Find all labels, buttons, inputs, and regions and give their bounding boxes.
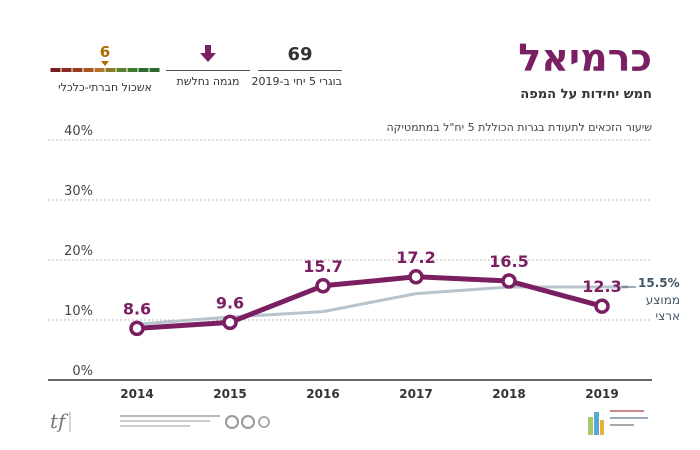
x-tick-label: 2015 bbox=[213, 387, 246, 401]
kpi-trend-label: מגמה נחלשת bbox=[176, 75, 240, 88]
data-label: 9.6 bbox=[216, 293, 244, 312]
grid bbox=[48, 139, 652, 381]
y-tick-label: 20% bbox=[64, 244, 93, 259]
city-point bbox=[501, 273, 517, 289]
kpi-graduates: 69 בוגרי 5 יחי ב-2019 bbox=[251, 44, 343, 88]
city-title: כרמיאל bbox=[518, 36, 652, 80]
x-tick-label: 2014 bbox=[120, 387, 153, 401]
socio-scale-segment bbox=[127, 68, 138, 72]
x-tick-label: 2019 bbox=[585, 387, 618, 401]
trust-foundation-logo: tf bbox=[48, 408, 108, 434]
city-line bbox=[136, 274, 603, 331]
socio-marker-icon bbox=[101, 61, 109, 66]
data-label: 12.3 bbox=[582, 277, 621, 296]
x-tick-label: 2017 bbox=[399, 387, 432, 401]
kpi-socio: 6 אשכול חברתי-כלכלי bbox=[50, 44, 160, 94]
national-average-line bbox=[136, 285, 602, 326]
city-point bbox=[315, 278, 331, 294]
socio-scale-segment bbox=[116, 68, 127, 72]
series bbox=[129, 269, 636, 337]
kpi-graduates-label: בוגרי 5 יחי ב-2019 bbox=[251, 75, 343, 88]
city-point bbox=[594, 298, 610, 314]
socio-scale-segment bbox=[72, 68, 83, 72]
city-point bbox=[222, 314, 238, 331]
partners-logo bbox=[120, 413, 270, 433]
kpi-trend: מגמה נחלשת bbox=[166, 44, 250, 88]
chart-caption: שיעור הזכאים לתעודת בגרות הכוללת 5 יח"ל … bbox=[386, 121, 653, 134]
y-tick-label: 0% bbox=[72, 364, 93, 379]
socio-scale bbox=[50, 61, 160, 72]
y-tick-label: 10% bbox=[64, 304, 93, 319]
socio-scale-segment bbox=[149, 68, 160, 72]
city-point bbox=[129, 320, 145, 337]
socio-scale-segment bbox=[50, 68, 61, 72]
kpi-socio-label: אשכול חברתי-כלכלי bbox=[58, 81, 152, 94]
y-tick-label: 40% bbox=[64, 124, 93, 139]
x-tick-label: 2016 bbox=[306, 387, 339, 401]
kpi-graduates-value: 69 bbox=[287, 44, 313, 65]
x-ticks: 2014 2015 2016 2017 2018 2019 bbox=[120, 387, 618, 401]
city-subtitle: חמש יחידות על המפה bbox=[520, 87, 652, 102]
y-tick-label: 30% bbox=[64, 184, 93, 199]
data-label: 16.5 bbox=[489, 252, 528, 271]
data-label: 15.7 bbox=[303, 257, 342, 276]
kpi-graduates-rule bbox=[258, 70, 342, 71]
x-tick-label: 2018 bbox=[492, 387, 525, 401]
socio-scale-segment bbox=[83, 68, 94, 72]
data-label: 17.2 bbox=[396, 248, 435, 267]
data-labels: 8.6 9.6 15.7 17.2 16.5 12.3 bbox=[123, 248, 622, 319]
socio-scale-segment bbox=[105, 68, 116, 72]
kpi-socio-value: 6 bbox=[99, 43, 111, 61]
data-label: 8.6 bbox=[123, 299, 151, 318]
svg-text:tf: tf bbox=[50, 409, 69, 433]
cities-of-excellence-logo bbox=[586, 407, 652, 437]
socio-scale-segment bbox=[61, 68, 72, 72]
kpi-trend-rule bbox=[166, 70, 250, 71]
national-average-value: 15.5% bbox=[638, 276, 680, 290]
y-ticks: 0% 10% 20% 30% 40% bbox=[64, 124, 93, 379]
socio-scale-segment bbox=[94, 68, 105, 72]
city-point bbox=[408, 269, 424, 285]
national-average-label: ממוצע ארצי bbox=[645, 293, 680, 323]
socio-scale-segment bbox=[138, 68, 149, 72]
arrow-down-icon bbox=[166, 44, 250, 66]
